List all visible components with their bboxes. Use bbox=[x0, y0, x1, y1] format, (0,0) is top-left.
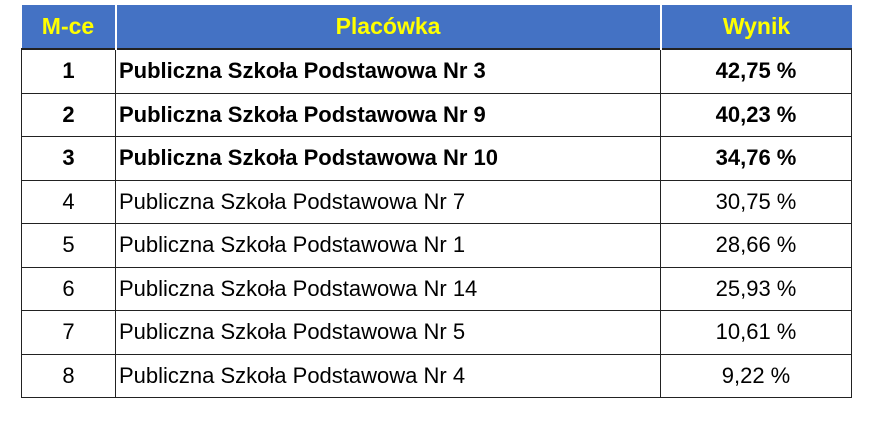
name-cell: Publiczna Szkoła Podstawowa Nr 5 bbox=[115, 310, 661, 355]
results-table: M-ce Placówka Wynik 1 Publiczna Szkoła Po… bbox=[21, 5, 852, 398]
rank-cell: 2 bbox=[21, 92, 116, 137]
rank-cell: 7 bbox=[21, 310, 116, 355]
rank-cell: 3 bbox=[21, 136, 116, 181]
table-row: 4 Publiczna Szkoła Podstawowa Nr 7 30,75 % bbox=[21, 179, 852, 224]
rank-cell: 6 bbox=[21, 266, 116, 311]
score-cell: 28,66 % bbox=[660, 223, 852, 268]
name-cell: Publiczna Szkoła Podstawowa Nr 1 bbox=[115, 223, 661, 268]
table-body: 1 Publiczna Szkoła Podstawowa Nr 3 42,75 %… bbox=[21, 48, 852, 398]
score-cell: 10,61 % bbox=[660, 310, 852, 355]
rank-cell: 8 bbox=[21, 353, 116, 398]
header-row: M-ce Placówka Wynik bbox=[21, 5, 852, 49]
score-cell: 25,93 % bbox=[660, 266, 852, 311]
table-row: 6 Publiczna Szkoła Podstawowa Nr 14 25,93 … bbox=[21, 266, 852, 311]
name-cell: Publiczna Szkoła Podstawowa Nr 14 bbox=[115, 266, 661, 311]
table-row: 5 Publiczna Szkoła Podstawowa Nr 1 28,66 % bbox=[21, 223, 852, 268]
table-row: 1 Publiczna Szkoła Podstawowa Nr 3 42,75 % bbox=[21, 48, 852, 94]
rank-cell: 5 bbox=[21, 223, 116, 268]
name-cell: Publiczna Szkoła Podstawowa Nr 3 bbox=[115, 48, 661, 94]
score-cell: 30,75 % bbox=[660, 179, 852, 224]
score-cell: 42,75 % bbox=[660, 48, 852, 94]
table-row: 8 Publiczna Szkoła Podstawowa Nr 4 9,22 % bbox=[21, 353, 852, 398]
score-cell: 34,76 % bbox=[660, 136, 852, 181]
header-rank: M-ce bbox=[21, 5, 116, 49]
name-cell: Publiczna Szkoła Podstawowa Nr 10 bbox=[115, 136, 661, 181]
rank-cell: 4 bbox=[21, 179, 116, 224]
rank-cell: 1 bbox=[21, 48, 116, 94]
name-cell: Publiczna Szkoła Podstawowa Nr 7 bbox=[115, 179, 661, 224]
name-cell: Publiczna Szkoła Podstawowa Nr 9 bbox=[115, 92, 661, 137]
header-score: Wynik bbox=[659, 5, 852, 49]
score-cell: 40,23 % bbox=[660, 92, 852, 137]
table-row: 2 Publiczna Szkoła Podstawowa Nr 9 40,23 % bbox=[21, 92, 852, 137]
table-row: 3 Publiczna Szkoła Podstawowa Nr 10 34,76 … bbox=[21, 136, 852, 181]
score-cell: 9,22 % bbox=[660, 353, 852, 398]
name-cell: Publiczna Szkoła Podstawowa Nr 4 bbox=[115, 353, 661, 398]
header-name: Placówka bbox=[114, 5, 661, 49]
table-row: 7 Publiczna Szkoła Podstawowa Nr 5 10,61 % bbox=[21, 310, 852, 355]
